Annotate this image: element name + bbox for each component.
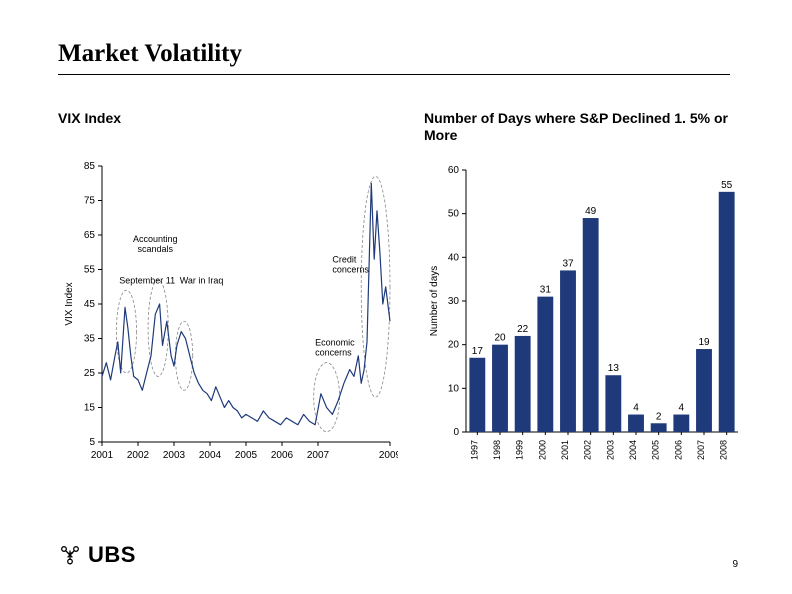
brand-logo: UBS xyxy=(58,542,136,568)
svg-text:concerns: concerns xyxy=(315,347,352,357)
svg-text:2003: 2003 xyxy=(163,450,186,461)
svg-text:2005: 2005 xyxy=(235,450,258,461)
svg-text:2000: 2000 xyxy=(537,440,547,460)
svg-text:55: 55 xyxy=(721,180,733,191)
svg-text:35: 35 xyxy=(84,334,96,345)
svg-text:VIX Index: VIX Index xyxy=(64,282,75,325)
svg-text:65: 65 xyxy=(84,230,96,241)
svg-text:55: 55 xyxy=(84,265,96,276)
svg-text:25: 25 xyxy=(84,368,96,379)
svg-text:17: 17 xyxy=(472,346,484,357)
svg-text:20: 20 xyxy=(448,340,460,351)
svg-text:2008: 2008 xyxy=(719,440,729,460)
svg-text:10: 10 xyxy=(448,383,460,394)
svg-text:2002: 2002 xyxy=(127,450,150,461)
svg-text:15: 15 xyxy=(84,403,96,414)
svg-text:concerns: concerns xyxy=(332,265,369,275)
decline-days-chart: 0 10 20 30 40 50 60 Number of days 17 1997 20 1998 2… xyxy=(424,160,744,470)
svg-text:2003: 2003 xyxy=(605,440,615,460)
svg-text:30: 30 xyxy=(448,296,460,307)
svg-text:5: 5 xyxy=(89,437,95,448)
svg-text:75: 75 xyxy=(84,196,96,207)
svg-text:40: 40 xyxy=(448,252,460,263)
svg-text:50: 50 xyxy=(448,209,460,220)
svg-text:85: 85 xyxy=(84,161,96,172)
svg-text:Credit: Credit xyxy=(332,255,357,265)
svg-text:2005: 2005 xyxy=(651,440,661,460)
svg-text:1997: 1997 xyxy=(469,440,479,460)
svg-text:2001: 2001 xyxy=(91,450,114,461)
svg-text:2002: 2002 xyxy=(583,440,593,460)
slide: Market Volatility VIX Index Number of Da… xyxy=(0,0,792,594)
bar-subtitle: Number of Days where S&P Declined 1. 5% … xyxy=(424,110,734,144)
svg-text:War in Iraq: War in Iraq xyxy=(180,275,224,285)
svg-text:2009: 2009 xyxy=(379,450,398,461)
svg-text:4: 4 xyxy=(679,403,685,414)
vix-chart: 5 15 25 35 45 55 65 75 85 2001 2002 2003 2004 2005 200… xyxy=(58,160,398,470)
svg-text:September 11: September 11 xyxy=(119,275,175,285)
svg-text:2007: 2007 xyxy=(696,440,706,460)
svg-text:0: 0 xyxy=(453,427,459,438)
svg-text:1998: 1998 xyxy=(492,440,502,460)
svg-text:13: 13 xyxy=(608,363,620,374)
svg-text:37: 37 xyxy=(562,258,574,269)
svg-text:2004: 2004 xyxy=(628,440,638,460)
page-number: 9 xyxy=(732,559,738,570)
svg-text:2: 2 xyxy=(656,411,662,422)
svg-text:2001: 2001 xyxy=(560,440,570,460)
title-underline xyxy=(58,74,730,75)
svg-text:45: 45 xyxy=(84,299,96,310)
svg-text:scandals: scandals xyxy=(138,244,174,254)
svg-text:49: 49 xyxy=(585,206,597,217)
svg-text:2006: 2006 xyxy=(673,440,683,460)
svg-text:4: 4 xyxy=(633,403,639,414)
ubs-keys-icon xyxy=(58,543,82,567)
svg-text:19: 19 xyxy=(698,337,710,348)
svg-text:2004: 2004 xyxy=(199,450,222,461)
svg-text:Economic: Economic xyxy=(315,337,355,347)
svg-text:60: 60 xyxy=(448,165,460,176)
brand-name: UBS xyxy=(88,542,136,568)
svg-text:Accounting: Accounting xyxy=(133,234,178,244)
svg-text:20: 20 xyxy=(494,333,506,344)
vix-subtitle: VIX Index xyxy=(58,110,378,127)
page-title: Market Volatility xyxy=(58,40,242,68)
svg-text:Number of days: Number of days xyxy=(429,266,440,337)
svg-text:1999: 1999 xyxy=(515,440,525,460)
svg-text:31: 31 xyxy=(540,285,552,296)
svg-text:2007: 2007 xyxy=(307,450,330,461)
svg-text:2006: 2006 xyxy=(271,450,294,461)
svg-text:22: 22 xyxy=(517,324,529,335)
